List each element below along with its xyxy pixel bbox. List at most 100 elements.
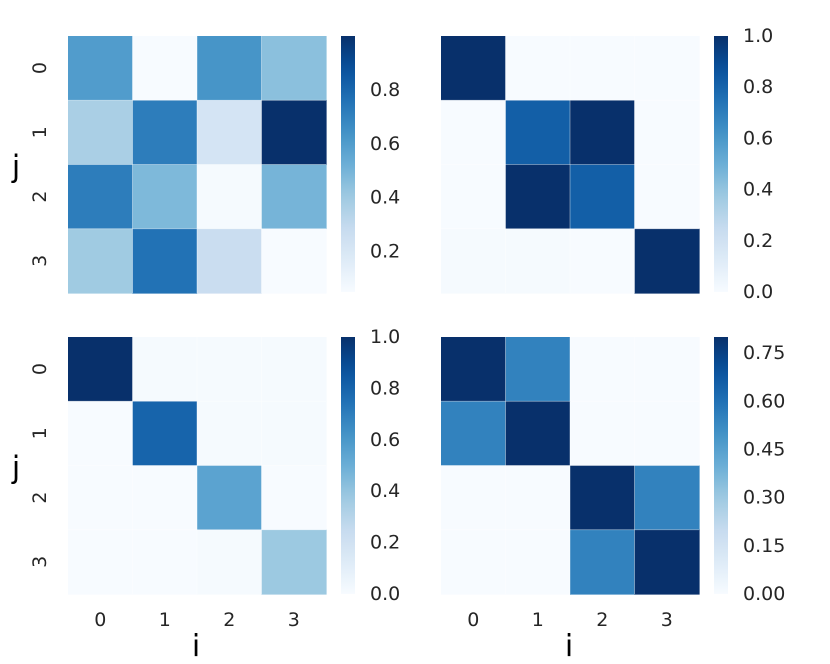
colorbar-tick-label: 0.6 xyxy=(370,133,400,155)
heatmap-panel-bottom-left: 0 1 2 3 0 1 2 3 j i 0.0 0.2 0.4 0.6 0.8 1.0 xyxy=(11,326,400,664)
colorbar-tick-label: 0.30 xyxy=(743,487,785,509)
heatmap-cell-r2-c1 xyxy=(505,465,571,531)
colorbar-tick-label: 0.0 xyxy=(370,583,400,605)
heatmap-cell-r1-c0 xyxy=(68,401,134,467)
colorbar-tick-label: 0.2 xyxy=(370,241,400,263)
heatmap-cell-r0-c0 xyxy=(441,337,507,402)
heatmap-cell-r3-c3 xyxy=(261,529,327,595)
y-tick-label: 0 xyxy=(29,62,51,74)
y-tick-label: 3 xyxy=(29,255,51,267)
heatmap-cell-r0-c1 xyxy=(132,36,198,101)
heatmap-cell-r2-c0 xyxy=(68,164,134,230)
colorbar-tick-label: 0.4 xyxy=(743,179,773,201)
heatmap-cell-r1-c3 xyxy=(634,100,700,166)
x-tick-label: 0 xyxy=(467,609,479,631)
heatmap-cell-r2-c1 xyxy=(505,164,571,230)
heatmap-cell-r2-c3 xyxy=(261,164,327,230)
y-tick-label: 0 xyxy=(29,363,51,375)
colorbar-tick-label: 0.45 xyxy=(743,438,785,460)
colorbar-tick-label: 0.00 xyxy=(743,583,785,605)
colorbar: 0.2 0.4 0.6 0.8 xyxy=(341,36,400,292)
heatmap-cell-r3-c1 xyxy=(132,228,198,294)
heatmap-cell-r0-c0 xyxy=(68,36,134,101)
heatmap-cell-r0-c2 xyxy=(570,337,636,402)
heatmap-cell-r1-c1 xyxy=(132,100,198,166)
heatmap-cell-r1-c2 xyxy=(197,100,263,166)
heatmap-cell-r2-c2 xyxy=(197,164,263,230)
heatmap-cell-r2-c2 xyxy=(570,164,636,230)
heatmap-panel-top-right: 0.0 0.2 0.4 0.6 0.8 1.0 xyxy=(441,25,773,303)
heatmap-cell-r3-c0 xyxy=(68,529,134,595)
colorbar-tick-label: 0.6 xyxy=(370,429,400,451)
heatmap-cell-r3-c0 xyxy=(441,529,507,595)
heatmap-cell-r3-c3 xyxy=(634,228,700,294)
colorbar: 0.0 0.2 0.4 0.6 0.8 1.0 xyxy=(714,25,773,303)
x-tick-label: 1 xyxy=(159,609,171,631)
heatmap-panel-bottom-right: 0 1 2 3 i 0.00 0.15 0.30 0.45 0.60 0.75 xyxy=(441,337,785,664)
colorbar-tick-label: 0.8 xyxy=(370,377,400,399)
x-axis-label: i xyxy=(565,629,573,664)
heatmap-cell-r2-c3 xyxy=(261,465,327,531)
y-tick-label: 1 xyxy=(29,126,51,138)
heatmap-cell-r3-c0 xyxy=(68,228,134,294)
heatmap-cell-r3-c2 xyxy=(197,228,263,294)
colorbar-tick-label: 0.4 xyxy=(370,187,400,209)
x-tick-label: 3 xyxy=(661,609,673,631)
heatmap-cell-r0-c2 xyxy=(197,337,263,402)
heatmap-cell-r0-c3 xyxy=(261,36,327,101)
heatmap-cell-r0-c3 xyxy=(634,337,700,402)
colorbar-tick-label: 0.15 xyxy=(743,535,785,557)
heatmap-cell-r3-c1 xyxy=(132,529,198,595)
heatmap-cell-r1-c3 xyxy=(261,100,327,166)
y-tick-label: 1 xyxy=(29,427,51,439)
x-tick-label: 2 xyxy=(223,609,235,631)
colorbar-tick-label: 0.6 xyxy=(743,127,773,149)
colorbar-tick-label: 0.4 xyxy=(370,480,400,502)
heatmap-cell-r2-c0 xyxy=(68,465,134,531)
heatmap-cell-r1-c2 xyxy=(570,100,636,166)
heatmap-cell-r0-c0 xyxy=(68,337,134,402)
x-tick-label: 3 xyxy=(288,609,300,631)
heatmap-cell-r1-c0 xyxy=(441,100,507,166)
heatmap-cell-r1-c3 xyxy=(261,401,327,467)
colorbar: 0.00 0.15 0.30 0.45 0.60 0.75 xyxy=(714,337,785,605)
heatmap-cell-r0-c2 xyxy=(197,36,263,101)
heatmap-cell-r2-c1 xyxy=(132,465,198,531)
colorbar-tick-label: 0.8 xyxy=(370,79,400,101)
heatmap-cell-r1-c2 xyxy=(570,401,636,467)
y-tick-label: 2 xyxy=(29,191,51,203)
heatmap-cell-r2-c2 xyxy=(570,465,636,531)
colorbar: 0.0 0.2 0.4 0.6 0.8 1.0 xyxy=(341,326,400,605)
colorbar-gradient xyxy=(341,36,355,292)
y-axis-label: j xyxy=(11,451,20,486)
heatmap-cell-r0-c3 xyxy=(634,36,700,101)
heatmap-cell-r3-c1 xyxy=(505,228,571,294)
heatmap-cell-r1-c1 xyxy=(132,401,198,467)
heatmap-panel-top-left: 0 1 2 3 j 0.2 0.4 0.6 0.8 xyxy=(11,36,400,294)
heatmap-cell-r2-c1 xyxy=(132,164,198,230)
heatmap-cell-r1-c1 xyxy=(505,401,571,467)
heatmap-cell-r2-c2 xyxy=(197,465,263,531)
heatmap-cell-r0-c1 xyxy=(505,36,571,101)
y-axis-label: j xyxy=(11,150,20,185)
heatmap-cell-r3-c0 xyxy=(441,228,507,294)
y-tick-label: 3 xyxy=(29,556,51,568)
heatmap-cell-r0-c3 xyxy=(261,337,327,402)
heatmap-cell-r1-c0 xyxy=(441,401,507,467)
heatmap-cell-r3-c3 xyxy=(261,228,327,294)
colorbar-gradient xyxy=(714,337,728,594)
heatmap-cell-r3-c2 xyxy=(197,529,263,595)
colorbar-tick-label: 0.75 xyxy=(743,342,785,364)
colorbar-tick-label: 0.60 xyxy=(743,390,785,412)
heatmap-cell-r1-c3 xyxy=(634,401,700,467)
colorbar-tick-label: 1.0 xyxy=(370,326,400,348)
heatmap-cell-r1-c1 xyxy=(505,100,571,166)
x-tick-label: 0 xyxy=(94,609,106,631)
x-tick-label: 2 xyxy=(596,609,608,631)
colorbar-gradient xyxy=(341,337,355,594)
heatmap-cell-r0-c1 xyxy=(132,337,198,402)
heatmap-cell-r3-c3 xyxy=(634,529,700,595)
colorbar-tick-label: 0.2 xyxy=(743,230,773,252)
heatmap-cell-r2-c0 xyxy=(441,164,507,230)
